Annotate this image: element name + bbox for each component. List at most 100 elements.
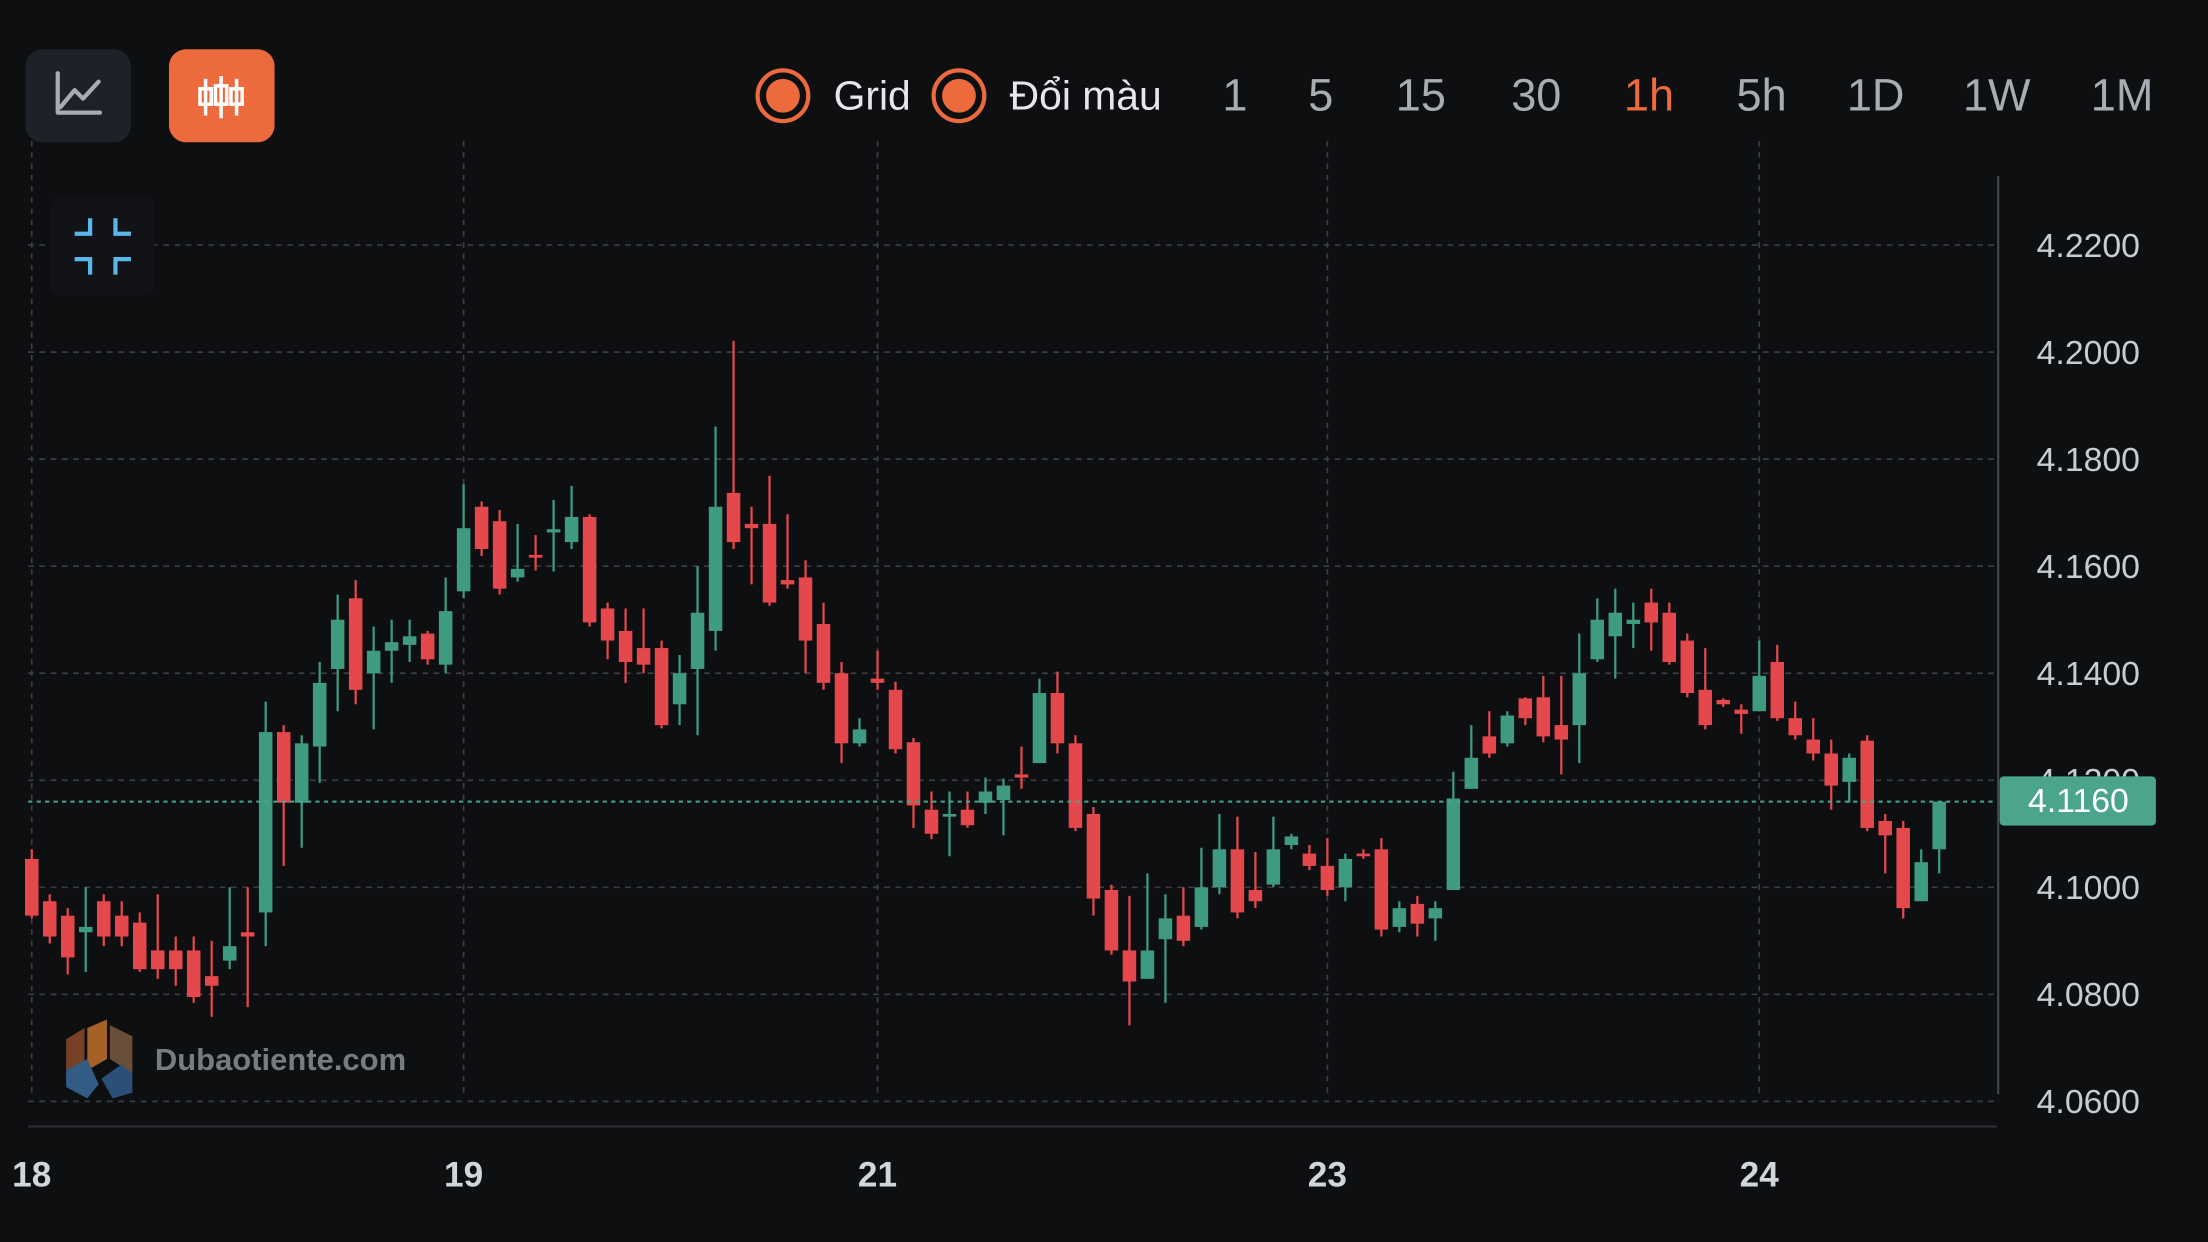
candle-body [1806, 739, 1820, 754]
candle-body [960, 809, 975, 826]
timeframe-button[interactable]: 30 [1511, 69, 1561, 120]
timeframe-button[interactable]: 1 [1222, 69, 1247, 120]
price-label-bg [1999, 776, 2156, 826]
candle-body [1212, 849, 1227, 888]
candle-body [402, 636, 417, 645]
x-tick-label: 23 [1308, 1156, 1347, 1195]
collapse-button[interactable] [50, 197, 155, 296]
candle-body [1050, 693, 1065, 744]
candle-body [1860, 740, 1874, 828]
candle-body [1230, 849, 1245, 913]
candle-body [510, 568, 525, 578]
y-tick-label: 4.1000 [2037, 869, 2140, 907]
candle-body [1194, 887, 1209, 927]
candle-chart-button[interactable] [168, 49, 275, 143]
candle-body [420, 633, 435, 660]
candle-body [150, 950, 165, 970]
candle-body [636, 648, 651, 665]
candle-body [1104, 889, 1119, 951]
candle-body [1644, 602, 1659, 623]
candle-body [1086, 813, 1101, 899]
candle-body [366, 650, 381, 674]
candle-body [1752, 675, 1767, 712]
candle-icon [213, 84, 229, 106]
button-bg [50, 197, 155, 296]
grid [28, 140, 1997, 1103]
candle-body [888, 689, 903, 750]
toggle[interactable]: Grid [755, 68, 911, 124]
candle-body [528, 554, 543, 558]
candle-body [1518, 698, 1533, 719]
candle-body [582, 516, 597, 623]
candle-body [1698, 689, 1713, 726]
candle-body [222, 946, 237, 961]
candle-body [1032, 693, 1047, 764]
candle-body [726, 492, 741, 543]
x-tick-label: 21 [858, 1156, 897, 1195]
x-tick-label: 19 [444, 1156, 483, 1195]
timeframe-button[interactable]: 5h [1737, 69, 1787, 120]
candle-body [1878, 820, 1892, 836]
line-chart-button[interactable] [25, 49, 131, 143]
candle-body [600, 608, 615, 641]
candle-body [1392, 908, 1407, 927]
logo-shape [109, 1025, 133, 1074]
candle-body [456, 528, 471, 592]
candle-body [384, 642, 399, 651]
candle-body [60, 915, 75, 958]
candle-body [1824, 753, 1838, 786]
x-tick-label: 18 [12, 1156, 51, 1195]
candle-body [870, 678, 885, 683]
candle-body [1356, 853, 1371, 857]
timeframe-button[interactable]: 1h [1624, 69, 1674, 120]
candle-body [834, 673, 849, 744]
candle-body [1374, 849, 1389, 930]
candle-body [942, 813, 957, 817]
candle-body [1338, 858, 1353, 888]
toggle-label: Đổi màu [1010, 72, 1162, 118]
candle-body [996, 785, 1011, 801]
candle-body [1626, 619, 1641, 624]
candle-body [276, 732, 291, 803]
candle-body [312, 682, 327, 747]
candle-body [1068, 743, 1083, 828]
timeframe-button[interactable]: 1M [2091, 69, 2154, 120]
timeframe-button[interactable]: 1W [1963, 69, 2031, 120]
candle-body [114, 915, 129, 937]
timeframe-button[interactable]: 5 [1308, 69, 1333, 120]
candle-body [474, 506, 489, 550]
watermark: Dubaotiente.com [66, 1019, 406, 1099]
candle-body [1464, 757, 1479, 789]
candle-body [1122, 950, 1137, 982]
candle-body [1662, 612, 1677, 662]
candle-body [294, 743, 309, 803]
candle-body [978, 791, 993, 803]
candle-body [438, 611, 453, 665]
y-tick-label: 4.2000 [2037, 334, 2140, 372]
logo-shape [66, 1058, 99, 1099]
candle-body [96, 901, 111, 937]
candle-body [240, 932, 255, 937]
candle-body [258, 732, 273, 913]
candle-body [1248, 889, 1263, 902]
toggle-ring [931, 68, 987, 124]
candle-body [1680, 640, 1695, 694]
candle-body [42, 901, 57, 937]
candle-body [564, 516, 579, 543]
candle-icon [229, 86, 244, 106]
candle-body [1572, 673, 1587, 726]
candle-body [852, 729, 867, 744]
timeframe-button[interactable]: 1D [1847, 69, 1905, 120]
candle-body [1320, 865, 1335, 890]
candle-body [1284, 836, 1299, 846]
candle-body [1896, 827, 1910, 909]
timeframe-button[interactable]: 15 [1396, 69, 1446, 120]
candle-body [1410, 903, 1425, 924]
candle-body [1788, 718, 1802, 736]
price-label: 4.1160 [2028, 782, 2129, 820]
toggle[interactable]: Đổi màu [931, 68, 1162, 124]
candle-body [1302, 853, 1317, 866]
x-tick-label: 24 [1740, 1156, 1780, 1195]
